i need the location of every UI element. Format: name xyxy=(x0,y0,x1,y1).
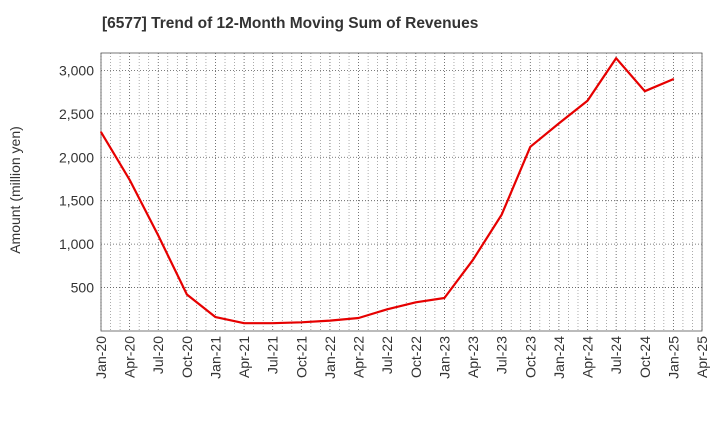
y-tick-label: 2,500 xyxy=(59,106,94,122)
x-tick-label: Oct-22 xyxy=(408,336,424,378)
x-tick-label: Jan-23 xyxy=(436,336,452,379)
data-point xyxy=(300,321,303,324)
x-tick-label: Jan-20 xyxy=(93,336,109,379)
data-point xyxy=(157,234,160,237)
y-tick-label: 3,000 xyxy=(59,62,94,78)
x-tick-label: Jul-22 xyxy=(379,336,395,374)
data-point xyxy=(100,131,102,133)
data-point xyxy=(186,293,188,296)
x-tick-label: Oct-21 xyxy=(293,336,309,378)
data-point xyxy=(243,322,245,324)
data-point xyxy=(128,179,131,181)
data-point xyxy=(214,316,217,318)
plot-frame xyxy=(100,52,703,332)
x-tick-label: Oct-20 xyxy=(179,336,195,378)
x-tick-label: Oct-24 xyxy=(637,336,653,378)
y-tick-label: 500 xyxy=(71,280,95,296)
data-point xyxy=(472,258,474,261)
data-point xyxy=(586,99,589,102)
data-point xyxy=(443,297,446,299)
x-tick-label: Apr-25 xyxy=(694,336,710,378)
data-point xyxy=(500,213,503,216)
data-point xyxy=(386,308,388,311)
data-point xyxy=(329,319,331,322)
data-point xyxy=(672,78,675,80)
x-tick-label: Jan-22 xyxy=(322,336,338,379)
x-tick-label: Jan-25 xyxy=(665,336,681,379)
x-tick-label: Jul-23 xyxy=(494,336,510,374)
x-tick-label: Jan-24 xyxy=(551,336,567,379)
data-point xyxy=(529,146,532,148)
x-tick-label: Jul-21 xyxy=(265,336,281,374)
data-point xyxy=(643,90,646,93)
x-tick-label: Oct-23 xyxy=(522,336,538,378)
data-point xyxy=(558,122,560,125)
x-tick-label: Jan-21 xyxy=(207,336,223,379)
data-point xyxy=(415,301,417,304)
chart-title: [6577] Trend of 12-Month Moving Sum of R… xyxy=(102,15,479,32)
data-point xyxy=(615,57,617,60)
x-tick-label: Apr-24 xyxy=(580,336,596,378)
x-tick-label: Jul-20 xyxy=(150,336,166,374)
x-tick-label: Apr-22 xyxy=(351,336,367,378)
x-tick-label: Apr-21 xyxy=(236,336,252,378)
y-tick-label: 1,000 xyxy=(59,236,94,252)
x-tick-label: Jul-24 xyxy=(608,336,624,374)
data-point xyxy=(271,322,274,324)
x-tick-label: Apr-23 xyxy=(465,336,481,378)
data-point xyxy=(357,317,360,319)
y-tick-label: 1,500 xyxy=(59,193,94,209)
plot-background xyxy=(101,53,702,331)
x-tick-label: Apr-20 xyxy=(122,336,138,378)
y-tick-label: 2,000 xyxy=(59,149,94,165)
